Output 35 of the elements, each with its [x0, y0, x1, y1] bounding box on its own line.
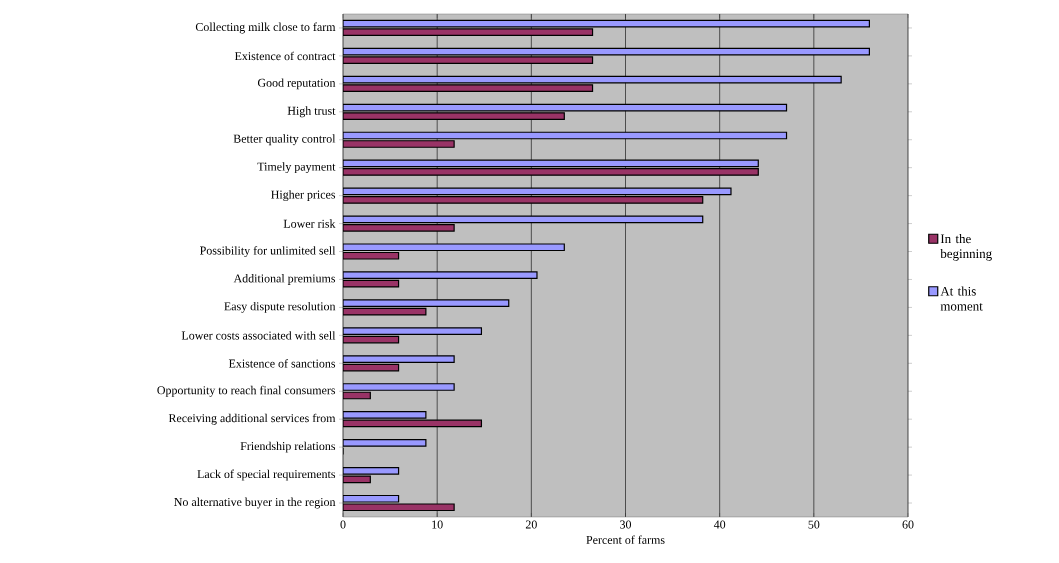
bar — [343, 112, 565, 120]
y-tick-label: Better quality control — [233, 134, 336, 146]
y-tick-label: High trust — [287, 106, 336, 118]
y-tick-label: Higher prices — [271, 190, 336, 202]
y-tick-label: Receiving additional services from — [168, 413, 336, 425]
y-tick-label: Timely payment — [257, 162, 336, 174]
bar — [343, 84, 594, 92]
y-tick-label: Opportunity to reach final consumers — [157, 385, 336, 397]
y-tick-label: No alternative buyer in the region — [174, 497, 336, 509]
y-tick-label: Possibility for unlimited sell — [200, 246, 336, 258]
y-tick-label: Good reputation — [257, 78, 336, 90]
y-tick-label: Existence of sanctions — [228, 359, 336, 368]
y-tick-label: Lower risk — [283, 219, 336, 228]
x-axis-title: Percent of farms — [586, 535, 665, 544]
legend-label: At this moment — [940, 286, 983, 311]
x-tick-label: 20 — [525, 520, 537, 529]
bar — [343, 383, 455, 391]
bar — [343, 168, 759, 176]
x-tick-label: 30 — [620, 520, 632, 529]
y-tick-label: Easy dispute resolution — [224, 301, 336, 313]
x-tick-label: 50 — [808, 520, 820, 529]
x-tick-label: 60 — [902, 520, 914, 529]
y-tick-label: Collecting milk close to farm — [195, 22, 336, 34]
y-tick-label: Lower costs associated with sell — [181, 331, 336, 340]
x-tick-label: 10 — [432, 520, 443, 529]
x-tick-label: 40 — [713, 520, 726, 529]
y-tick-label: Additional premiums — [233, 274, 336, 285]
bar — [343, 411, 427, 419]
legend-label: In the beginning — [940, 234, 992, 261]
y-tick-label: Existence of contract — [234, 51, 336, 61]
bar — [343, 140, 455, 148]
bar — [343, 355, 455, 363]
x-tick-label: 0 — [340, 520, 346, 529]
y-tick-label: Lack of special requirements — [197, 469, 336, 481]
y-tick-label: Friendship relations — [240, 441, 336, 453]
